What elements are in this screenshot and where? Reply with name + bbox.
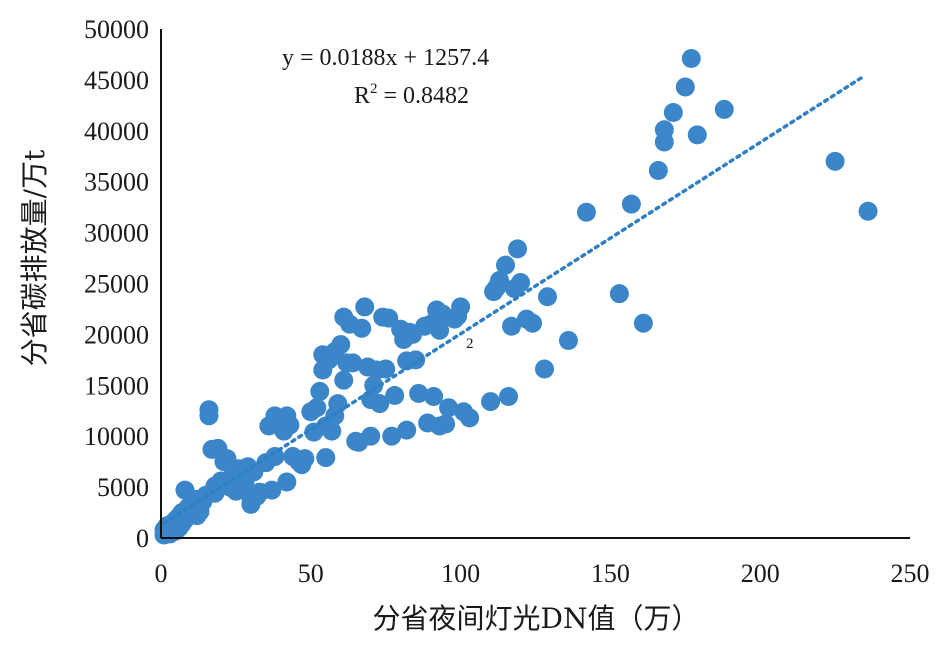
data-point: [316, 448, 336, 468]
data-point: [199, 400, 219, 420]
y-tick-label: 30000: [84, 219, 149, 248]
x-tick-label: 0: [155, 559, 168, 588]
data-point: [490, 270, 510, 290]
regression-equation: y = 0.0188x + 1257.4: [282, 45, 489, 71]
data-point: [352, 318, 372, 338]
data-point: [460, 408, 480, 428]
data-point: [277, 472, 297, 492]
data-point: [654, 120, 674, 140]
data-point: [379, 308, 399, 328]
x-tick-label: 50: [298, 559, 324, 588]
data-point: [523, 313, 543, 333]
data-point: [609, 284, 629, 304]
data-point: [675, 77, 695, 97]
data-point: [364, 375, 384, 395]
r-squared-label: R2 = 0.8482: [354, 81, 469, 109]
data-point: [825, 151, 845, 171]
data-point: [406, 350, 426, 370]
data-point: [262, 480, 282, 500]
data-point: [424, 386, 444, 406]
data-point: [355, 297, 375, 317]
data-point: [307, 398, 327, 418]
data-point: [511, 272, 531, 292]
y-axis-ticks: 0 5000 10000 15000 20000 25000 30000 35000 40000…: [84, 15, 149, 553]
data-point: [397, 420, 417, 440]
x-axis-ticks: 0 50 100 150 200 250: [155, 559, 930, 588]
data-point: [663, 102, 683, 122]
stray-subscript-label: 2: [466, 336, 474, 352]
y-tick-label: 10000: [84, 422, 149, 451]
data-point: [714, 99, 734, 119]
data-point: [558, 331, 578, 351]
y-tick-label: 15000: [84, 371, 149, 400]
data-point: [328, 394, 348, 414]
data-point: [385, 385, 405, 405]
data-point: [370, 394, 390, 414]
data-point: [499, 386, 519, 406]
data-point: [334, 370, 354, 390]
data-point: [343, 353, 363, 373]
data-point: [534, 359, 554, 379]
data-point: [382, 426, 402, 446]
data-point: [621, 194, 641, 214]
x-tick-label: 250: [891, 559, 930, 588]
y-tick-label: 25000: [84, 270, 149, 299]
data-point: [508, 239, 528, 259]
data-point: [430, 320, 450, 340]
y-tick-label: 35000: [84, 168, 149, 197]
y-tick-label: 40000: [84, 117, 149, 146]
data-point: [376, 359, 396, 379]
r2-value: = 0.8482: [378, 83, 470, 109]
data-point: [681, 49, 701, 69]
data-point: [858, 201, 878, 221]
data-point: [451, 297, 471, 317]
data-point: [436, 414, 456, 434]
data-point: [310, 381, 330, 401]
x-tick-label: 150: [591, 559, 630, 588]
data-point: [439, 398, 459, 418]
y-axis-title: 分省碳排放量/万t: [18, 149, 51, 366]
data-point: [537, 287, 557, 307]
y-tick-label: 5000: [97, 473, 149, 502]
data-point: [295, 449, 315, 469]
y-tick-label: 0: [136, 524, 149, 553]
data-point: [648, 161, 668, 181]
data-point: [280, 415, 300, 435]
data-point: [496, 255, 516, 275]
data-point: [576, 202, 596, 222]
data-point: [361, 426, 381, 446]
data-point: [409, 383, 429, 403]
x-tick-label: 100: [441, 559, 480, 588]
data-point: [331, 335, 351, 355]
data-point: [633, 313, 653, 333]
data-point: [265, 447, 285, 467]
data-point: [481, 392, 501, 412]
trendline: [162, 75, 864, 526]
x-tick-label: 200: [741, 559, 780, 588]
y-tick-label: 50000: [84, 15, 149, 44]
data-point: [687, 125, 707, 145]
r2-label: R: [354, 83, 370, 109]
x-axis-title: 分省夜间灯光DN值（万）: [373, 602, 700, 635]
y-tick-label: 20000: [84, 320, 149, 349]
r2-superscript: 2: [370, 81, 378, 97]
y-tick-label: 45000: [84, 66, 149, 95]
data-point: [322, 421, 342, 441]
data-point: [502, 316, 522, 336]
